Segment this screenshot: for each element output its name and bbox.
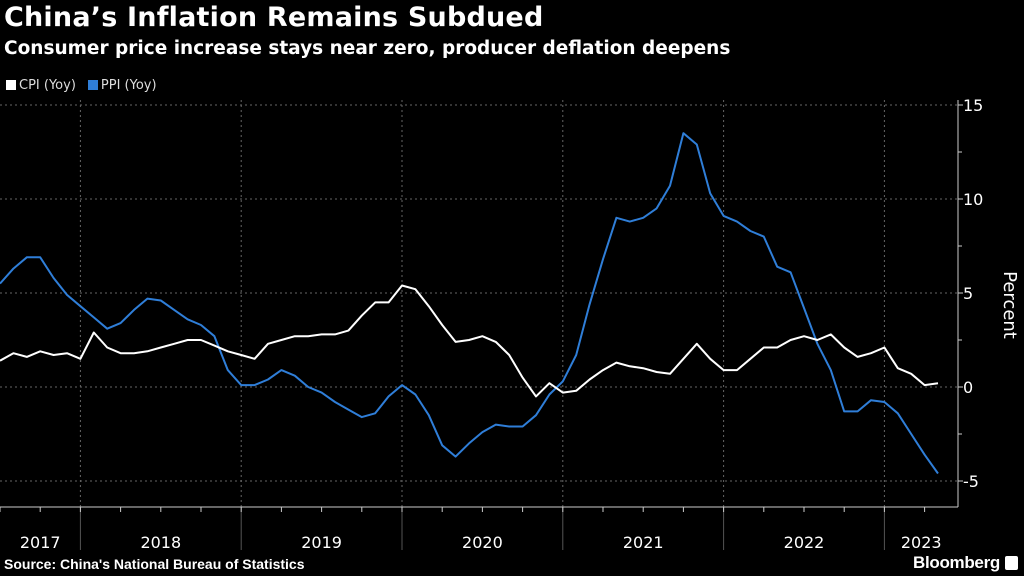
year-label: 2018 — [140, 533, 181, 552]
year-label: 2023 — [901, 533, 942, 552]
series-line-cpi — [0, 284, 939, 398]
legend-swatch-cpi — [6, 80, 16, 90]
legend-label-cpi: CPI (Yoy) — [19, 78, 76, 93]
year-label: 2019 — [301, 533, 342, 552]
year-label: 2017 — [20, 533, 61, 552]
y-tick-label: 0 — [963, 378, 973, 397]
y-axis-label: Percent — [999, 271, 1020, 339]
brand-logo: Bloomberg — [912, 553, 1000, 572]
series-line-ppi — [0, 132, 939, 475]
chart-title: China’s Inflation Remains Subdued — [4, 2, 544, 33]
chart-subtitle: Consumer price increase stays near zero,… — [4, 38, 731, 59]
legend-label-ppi: PPI (Yoy) — [100, 78, 157, 93]
year-label: 2022 — [784, 533, 825, 552]
legend-item-cpi: CPI (Yoy) — [6, 78, 76, 93]
y-tick-label: 10 — [963, 190, 983, 209]
y-tick-label: 15 — [963, 96, 983, 115]
legend-item-ppi: PPI (Yoy) — [87, 78, 157, 93]
year-label: 2021 — [623, 533, 664, 552]
y-tick-label: 5 — [963, 284, 973, 303]
y-tick-label: -5 — [963, 472, 979, 491]
source-note: Source: China's National Bureau of Stati… — [4, 556, 305, 572]
legend: CPI (Yoy) PPI (Yoy) — [6, 78, 157, 93]
bloomberg-icon — [1005, 556, 1018, 570]
year-label: 2020 — [462, 533, 503, 552]
legend-swatch-ppi — [87, 80, 98, 90]
